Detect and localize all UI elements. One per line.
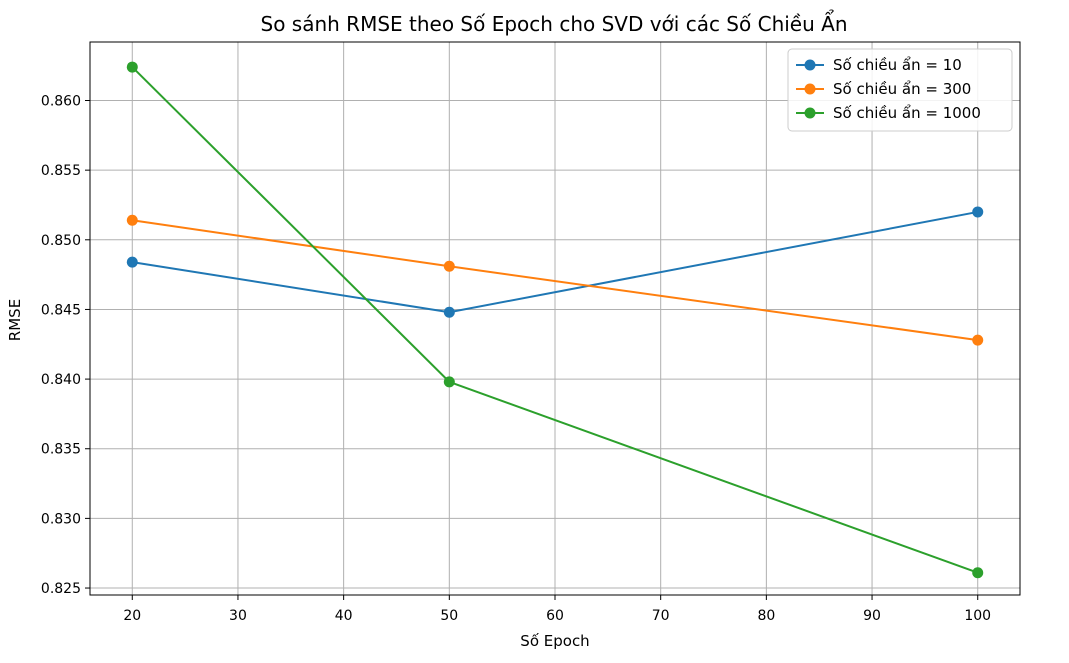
legend-item: Số chiều ẩn = 10 [796,56,962,74]
x-tick-label: 50 [440,608,458,624]
data-point [443,376,455,388]
legend-swatch-marker [804,59,816,71]
series-3 [126,61,984,579]
data-point [972,206,984,218]
data-point [126,61,138,73]
legend-item: Số chiều ẩn = 300 [796,80,971,98]
y-axis-label: RMSE [6,299,24,341]
legend-swatch-marker [804,83,816,95]
series-layer [126,61,984,579]
x-tick-label: 30 [229,608,247,624]
chart-title: So sánh RMSE theo Số Epoch cho SVD với c… [261,10,848,36]
series-2 [126,214,984,346]
x-tick-label: 40 [335,608,353,624]
y-tick-label: 0.825 [41,581,81,597]
data-point [972,334,984,346]
y-tick-label: 0.840 [41,372,81,388]
x-axis-label: Số Epoch [520,632,589,650]
legend: Số chiều ẩn = 10 Số chiều ẩn = 300 Số chiề… [787,48,1013,132]
x-tick-label: 60 [546,608,564,624]
y-tick-label: 0.835 [41,442,81,458]
legend-label: Số chiều ẩn = 10 [833,56,962,74]
data-point [972,567,984,579]
grid-lines [90,42,1020,595]
x-tick-label: 20 [123,608,141,624]
x-tick-label: 100 [964,608,991,624]
x-tick-label: 70 [652,608,670,624]
data-point [126,214,138,226]
y-tick-label: 0.830 [41,511,81,527]
x-tick-label: 80 [757,608,775,624]
y-tick-label: 0.855 [41,163,81,179]
legend-label: Số chiều ẩn = 1000 [833,104,981,122]
legend-box [787,48,1013,132]
legend-label: Số chiều ẩn = 300 [833,80,971,98]
legend-item: Số chiều ẩn = 1000 [796,104,981,122]
y-tick-label: 0.860 [41,94,81,110]
x-tick-label: 90 [863,608,881,624]
legend-swatch-marker [804,107,816,119]
y-tick-label: 0.850 [41,233,81,249]
x-axis-ticks: 20 30 40 50 60 70 80 90 100 [123,595,991,624]
data-point [443,306,455,318]
series-1 [126,206,984,318]
y-axis-ticks: 0.825 0.830 0.835 0.840 0.845 0.850 0.855 0.860 [41,94,90,597]
y-tick-label: 0.845 [41,302,81,318]
data-point [443,260,455,272]
data-point [126,256,138,268]
